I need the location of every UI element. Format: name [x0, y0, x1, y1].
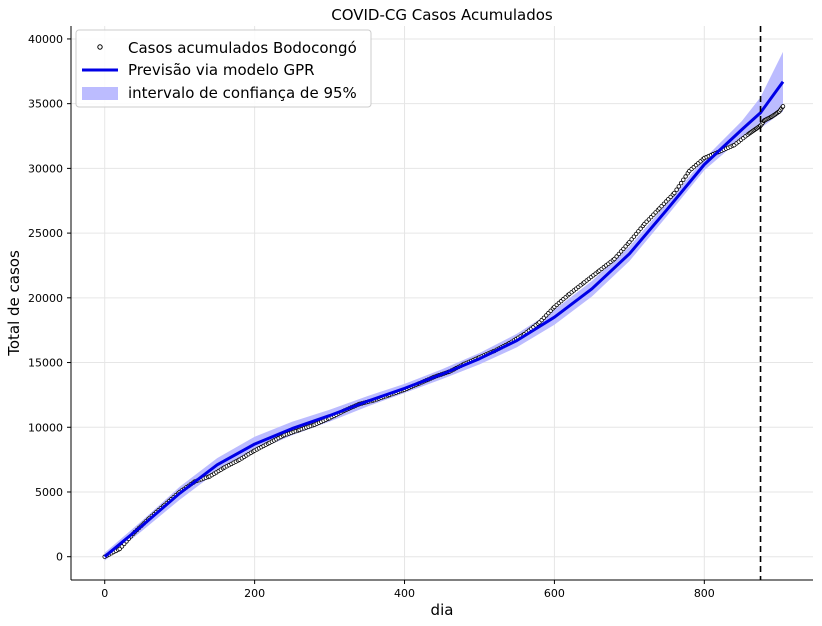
x-axis-label: dia [431, 601, 454, 619]
legend-interval-swatch [82, 87, 118, 100]
legend-interval-label: intervalo de confiança de 95% [128, 84, 357, 102]
observed-point [627, 239, 632, 245]
observed-point [674, 187, 679, 192]
observed-point [638, 226, 643, 231]
observed-point [633, 231, 639, 237]
x-tick-label: 400 [394, 587, 415, 600]
ticks: 0 200 400 600 800 0 5000 10000 15000 20000 25000 30… [28, 33, 715, 600]
y-tick-label: 30000 [28, 162, 63, 175]
legend-prediction-label: Previsão via modelo GPR [128, 61, 315, 79]
x-tick-label: 800 [694, 587, 715, 600]
legend-observed-label: Casos acumulados Bodocongó [128, 39, 357, 57]
observed-point [614, 254, 619, 259]
legend: Casos acumulados Bodocongó Previsão via … [75, 29, 372, 108]
x-tick-label: 600 [544, 587, 565, 600]
x-tick-label: 0 [101, 587, 108, 600]
observed-point [678, 180, 684, 186]
axes [70, 26, 813, 581]
observed-point [623, 244, 628, 249]
y-axis-label: Total de casos [5, 250, 23, 357]
y-tick-label: 0 [56, 551, 63, 564]
y-tick-label: 15000 [28, 357, 63, 370]
y-tick-label: 10000 [28, 421, 63, 434]
chart-title: COVID-CG Casos Acumulados [331, 6, 553, 24]
confidence-band [104, 51, 783, 561]
confidence-band-group [104, 51, 783, 561]
observed-point [676, 184, 681, 189]
observed-point [780, 104, 786, 109]
legend-frame [75, 29, 372, 108]
observed-point [681, 177, 686, 182]
observed-point [636, 229, 641, 234]
observed-point [631, 234, 637, 239]
y-tick-label: 25000 [28, 227, 63, 240]
y-tick-label: 20000 [28, 292, 63, 305]
grid [71, 26, 813, 580]
observed-point [683, 174, 688, 179]
x-tick-label: 200 [244, 587, 265, 600]
observed-point [672, 190, 677, 196]
prediction-line [103, 80, 785, 558]
y-tick-label: 5000 [35, 486, 63, 499]
legend-observed-marker [97, 44, 103, 50]
prediction-line-group [103, 80, 785, 558]
y-tick-label: 35000 [28, 98, 63, 111]
observed-point [629, 237, 634, 242]
y-tick-label: 40000 [28, 33, 63, 46]
